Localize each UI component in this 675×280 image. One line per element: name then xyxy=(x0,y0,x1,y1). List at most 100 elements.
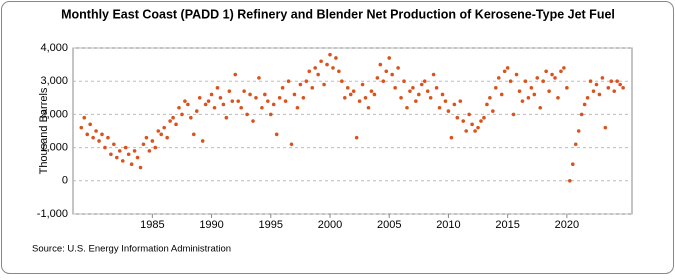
point xyxy=(606,86,611,90)
point xyxy=(363,96,368,100)
point xyxy=(597,92,602,97)
point xyxy=(381,79,386,83)
point xyxy=(443,99,448,103)
point xyxy=(245,112,249,117)
point xyxy=(351,89,356,93)
point xyxy=(419,82,424,87)
x-tick-label: 2015 xyxy=(495,219,519,231)
point xyxy=(117,149,122,153)
point xyxy=(286,79,291,83)
x-tick-label: 2010 xyxy=(436,219,460,231)
point xyxy=(180,112,184,117)
point xyxy=(310,86,315,90)
point xyxy=(405,105,409,110)
point xyxy=(600,76,605,80)
point xyxy=(615,79,619,83)
y-axis-label: Thousand Barrels xyxy=(38,87,50,174)
point xyxy=(565,86,569,90)
point xyxy=(446,109,451,113)
point xyxy=(162,125,166,130)
point xyxy=(260,105,264,110)
point xyxy=(618,82,622,87)
point xyxy=(331,66,335,70)
point xyxy=(100,132,104,137)
point xyxy=(390,72,394,77)
point xyxy=(106,135,110,140)
point xyxy=(271,102,276,107)
point xyxy=(334,56,338,60)
point xyxy=(112,142,116,147)
point xyxy=(266,99,270,103)
point xyxy=(414,99,418,103)
point xyxy=(360,82,365,87)
chart-title: Monthly East Coast (PADD 1) Refinery and… xyxy=(61,7,615,21)
point xyxy=(369,89,374,93)
point xyxy=(488,96,492,100)
point xyxy=(109,152,113,157)
point xyxy=(263,92,267,97)
point xyxy=(559,69,563,74)
point xyxy=(491,109,495,113)
point xyxy=(568,179,572,183)
point xyxy=(224,115,229,120)
point xyxy=(591,89,596,93)
point xyxy=(573,142,578,147)
point xyxy=(452,102,457,107)
point xyxy=(458,99,463,103)
point xyxy=(94,129,98,133)
point xyxy=(550,72,554,77)
point xyxy=(221,102,226,107)
point xyxy=(375,76,380,80)
point xyxy=(399,96,403,100)
point xyxy=(103,145,107,150)
point xyxy=(141,142,146,147)
point xyxy=(402,79,406,83)
point xyxy=(209,92,214,97)
point xyxy=(609,79,614,83)
point xyxy=(594,82,599,87)
point xyxy=(476,125,480,130)
point xyxy=(268,112,273,117)
point xyxy=(455,115,460,120)
point xyxy=(535,76,540,80)
point xyxy=(186,102,190,107)
point xyxy=(168,119,172,123)
point xyxy=(517,89,522,93)
point xyxy=(588,79,593,83)
point xyxy=(322,82,326,87)
point xyxy=(153,145,158,150)
point xyxy=(79,125,84,130)
point xyxy=(621,86,625,90)
point xyxy=(603,125,608,130)
point xyxy=(496,76,501,80)
point xyxy=(138,165,143,170)
x-tick-label: 1990 xyxy=(199,219,223,231)
point xyxy=(156,129,161,133)
point xyxy=(236,99,241,103)
y-tick-label: 4,000 xyxy=(40,42,68,54)
y-tick-label: 1,000 xyxy=(40,142,68,154)
point xyxy=(319,59,323,64)
point xyxy=(215,86,220,90)
point xyxy=(467,112,471,117)
point xyxy=(348,92,353,97)
point xyxy=(88,122,92,127)
point xyxy=(274,132,279,137)
point xyxy=(612,89,617,93)
point xyxy=(526,96,531,100)
point xyxy=(85,132,90,137)
y-tick-label: -1,000 xyxy=(37,208,68,220)
point xyxy=(499,92,504,97)
point xyxy=(529,86,534,90)
x-tick-label: 1995 xyxy=(259,219,283,231)
point xyxy=(200,139,205,143)
point xyxy=(553,76,557,80)
point xyxy=(431,72,436,77)
point xyxy=(461,119,466,123)
point xyxy=(325,62,329,67)
point xyxy=(251,119,255,123)
point xyxy=(520,99,525,103)
point xyxy=(434,86,439,90)
point xyxy=(547,89,551,93)
point xyxy=(206,99,211,103)
